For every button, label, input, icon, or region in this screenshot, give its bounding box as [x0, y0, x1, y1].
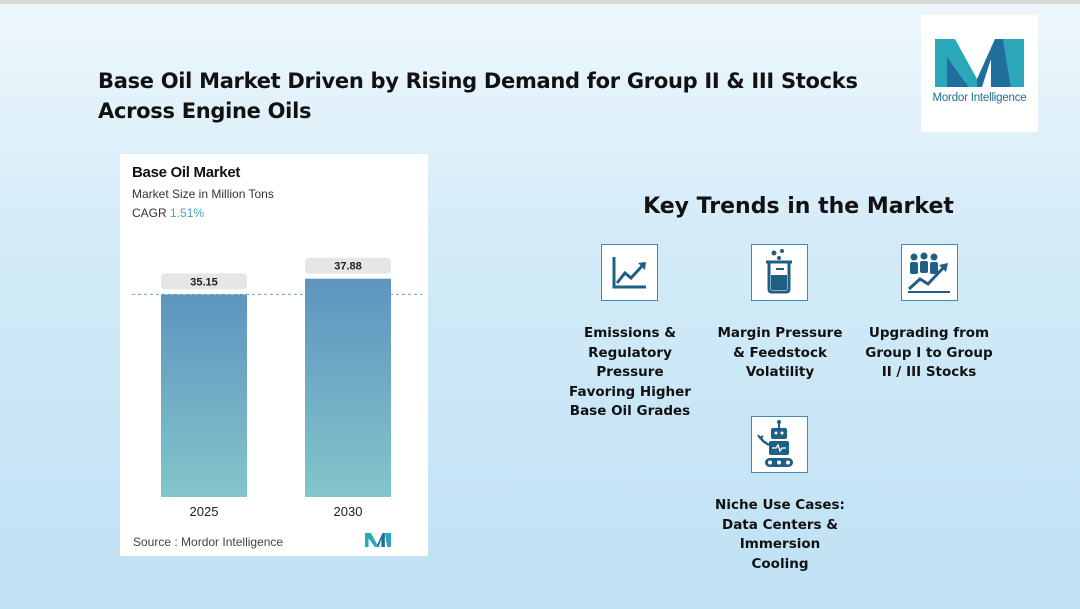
trend-2-line-2: & Feedstock [733, 344, 827, 361]
cagr-label: CAGR [132, 206, 167, 220]
bar-2025 [161, 294, 247, 497]
trend-icon-box-3 [901, 244, 958, 301]
trend-icon-box-4 [751, 416, 808, 473]
trend-4-line-1: Niche Use Cases: [715, 497, 845, 513]
x-tick-2030: 2030 [334, 504, 363, 519]
source-logo-icon [365, 533, 391, 547]
cagr-line: CAGR 1.51% [132, 206, 204, 220]
top-divider [0, 0, 1080, 4]
bar-chart: 35.15 2025 37.88 2030 [132, 257, 422, 519]
line-chart-up-icon [612, 257, 646, 289]
trend-label-4: Niche Use Cases: Data Centers & Immersio… [710, 496, 850, 574]
trend-label-3: Upgrading from Group I to Group II / III… [859, 324, 999, 383]
logo-word-2: Intelligence [967, 92, 1027, 104]
trend-4-line-2: Data Centers & [721, 516, 839, 533]
trend-icon-box-1 [601, 244, 658, 301]
trend-icon-box-2 [751, 244, 808, 301]
data-label-bg-2025 [161, 273, 247, 290]
page-title: Base Oil Market Driven by Rising Demand … [98, 69, 858, 123]
chart-title: Base Oil Market [132, 164, 241, 181]
chart-subtitle: Market Size in Million Tons [132, 187, 274, 201]
beaker-icon [766, 249, 792, 294]
chart-card: 35.15 2025 37.88 2030 Base Oil Market Marke… [120, 154, 428, 556]
logo-wordmark: Mordor Intelligence [921, 92, 1038, 104]
trend-2-line-1: Margin Pressure [717, 325, 843, 341]
trend-4-line-4: Cooling [751, 555, 809, 572]
source-label: Source : [133, 535, 178, 549]
source-line: Source : Mordor Intelligence [133, 535, 283, 549]
trend-1-line-2: Regulatory [588, 344, 672, 361]
logo-word-1: Mordor [932, 92, 968, 104]
people-growth-icon [907, 252, 950, 293]
cagr-value: 1.51% [170, 206, 205, 220]
x-tick-2025: 2025 [190, 504, 219, 519]
bar-2030 [305, 278, 391, 497]
data-label-2025: 35.15 [190, 276, 218, 288]
data-label-bg-2030 [305, 257, 391, 274]
trend-1-line-4: Favoring Higher [569, 383, 691, 400]
mordor-logo-icon [935, 39, 1024, 87]
trend-3-line-3: II / III Stocks [881, 364, 977, 380]
trend-1-line-5: Base Oil Grades [569, 403, 691, 419]
trend-1-line-1: Emissions & [583, 325, 676, 341]
robot-icon [757, 420, 793, 467]
trend-4-line-3: Immersion [739, 536, 821, 552]
data-label-2030: 37.88 [334, 261, 362, 273]
trend-label-2: Margin Pressure & Feedstock Volatility [710, 324, 850, 383]
source-value: Mordor Intelligence [181, 535, 284, 549]
brand-logo: Mordor Intelligence [921, 15, 1038, 132]
trend-1-line-3: Pressure [596, 364, 664, 380]
trend-3-line-2: Group I to Group [865, 344, 993, 361]
trends-title: Key Trends in the Market [643, 194, 954, 219]
trend-3-line-1: Upgrading from [868, 325, 990, 341]
trend-label-1: Emissions & Regulatory Pressure Favoring… [560, 324, 700, 422]
trend-2-line-3: Volatility [745, 364, 815, 380]
